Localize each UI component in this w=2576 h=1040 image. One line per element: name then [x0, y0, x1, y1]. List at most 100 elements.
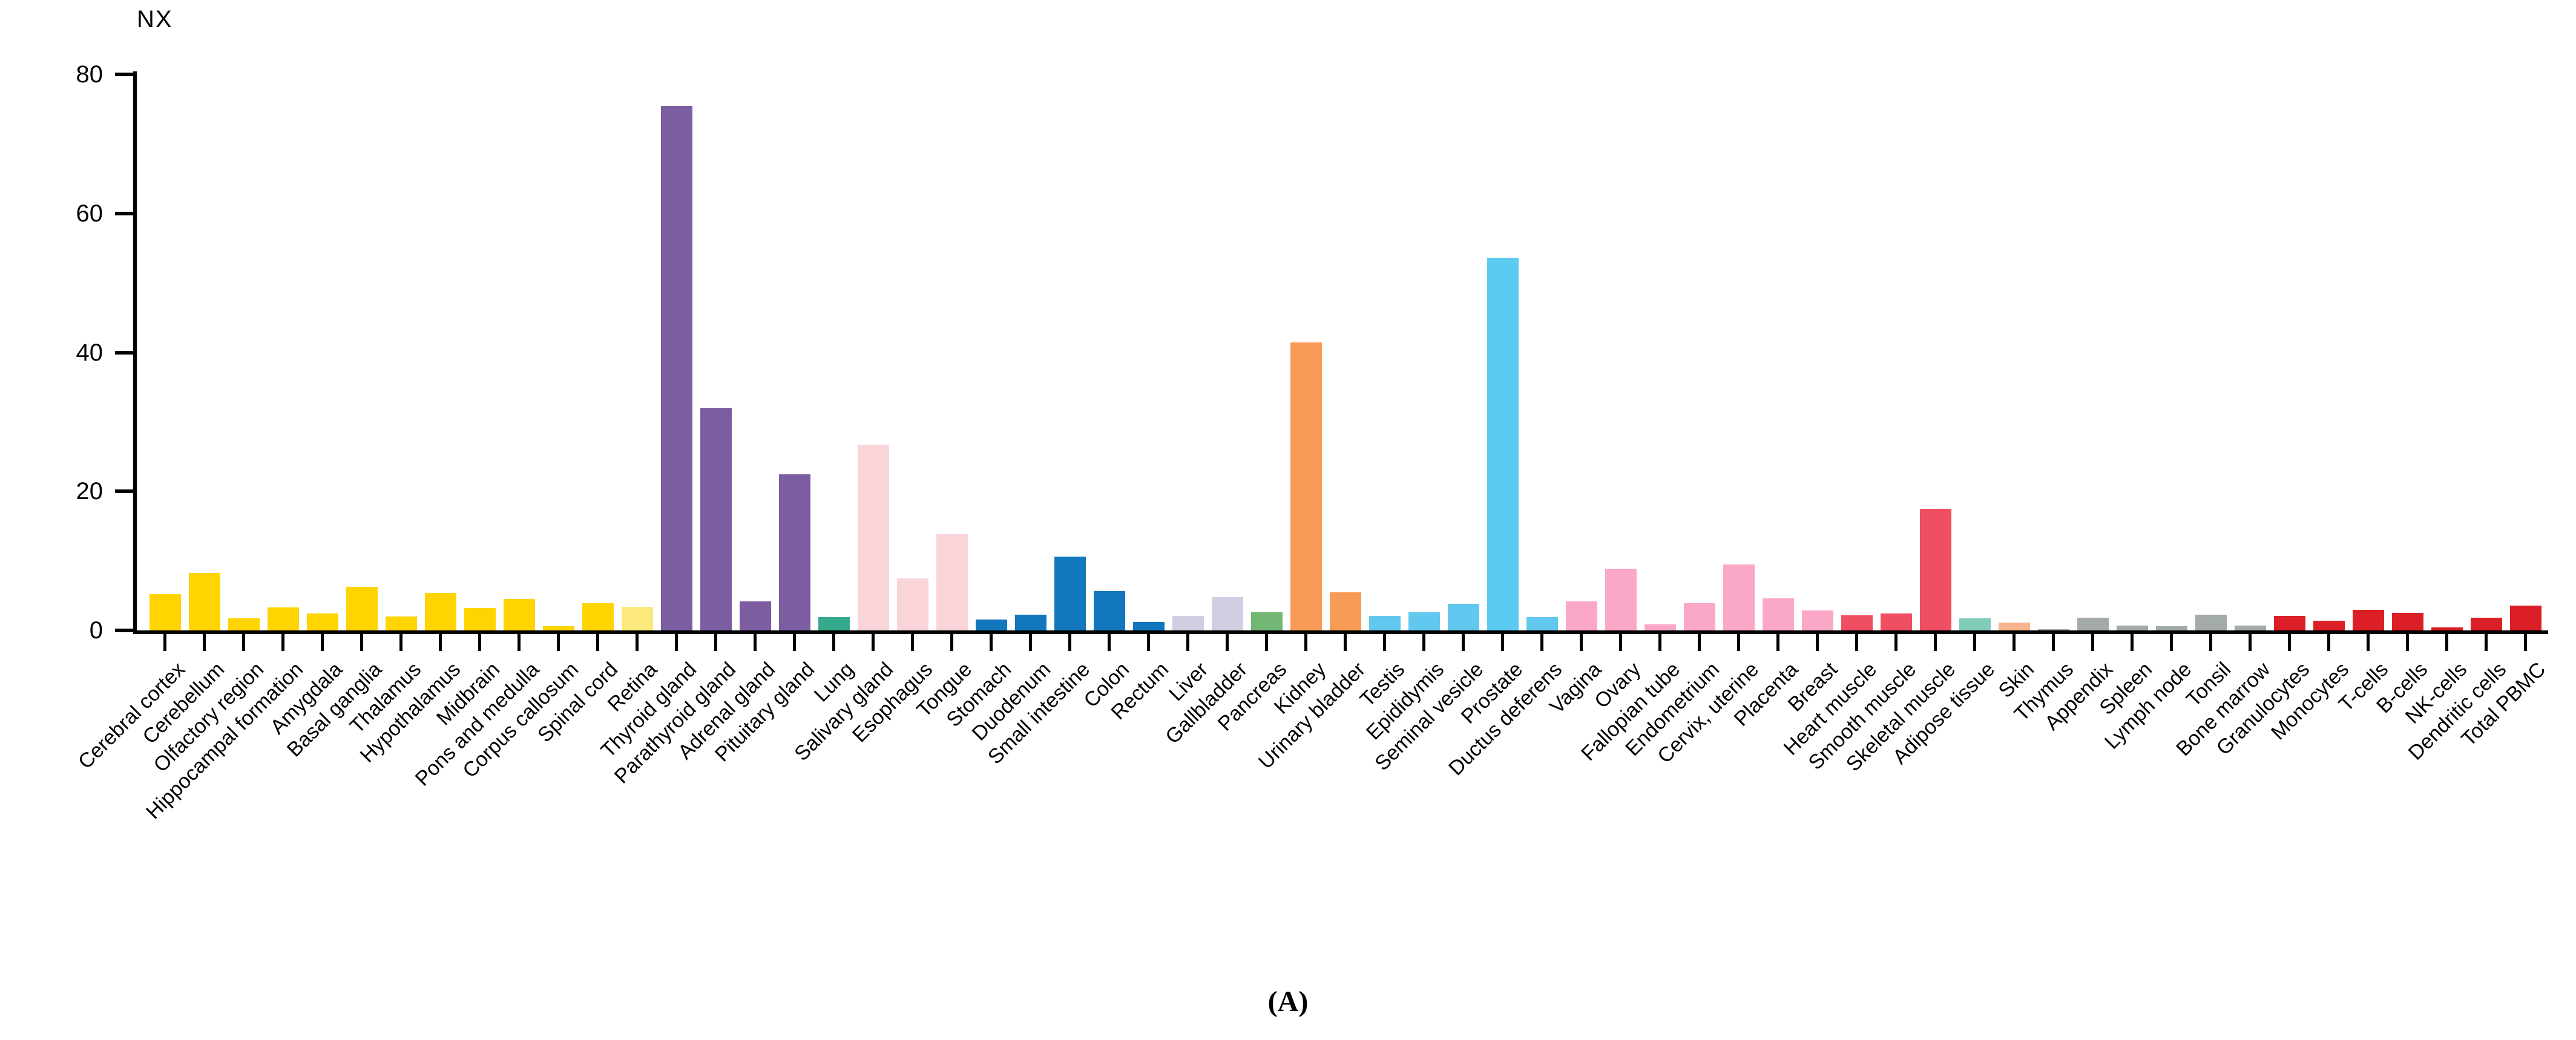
bar-monocytes [2313, 620, 2345, 630]
x-tick [1698, 634, 1701, 651]
x-tick [1383, 634, 1386, 651]
x-tick [1422, 634, 1425, 651]
x-tick [2445, 634, 2448, 651]
x-tick [1816, 634, 1819, 651]
x-tick [1934, 634, 1937, 651]
bar-midbrain [464, 608, 496, 630]
x-tick [203, 634, 206, 651]
bar-placenta [1762, 598, 1794, 630]
bar-bone-marrow [2234, 625, 2266, 630]
bar-salivary-gland [857, 445, 889, 630]
bar-smooth-muscle [1880, 613, 1912, 630]
bar-cerebellum [188, 572, 220, 630]
panel-label: (A) [1267, 986, 1309, 1018]
x-tick [675, 634, 678, 651]
x-tick [636, 634, 639, 651]
x-tick [478, 634, 481, 651]
bar-pancreas [1250, 612, 1283, 630]
x-tick [1068, 634, 1071, 651]
x-tick [242, 634, 245, 651]
x-tick [1973, 634, 1976, 651]
x-axis-line [133, 630, 2548, 634]
y-axis-title: NX [137, 6, 173, 33]
y-tick-label-20: 20 [76, 478, 104, 505]
x-tick [360, 634, 363, 651]
y-tick-label-40: 40 [76, 339, 104, 366]
x-tick [2131, 634, 2134, 651]
y-tick-20 [115, 489, 135, 494]
bar-parathyroid-gland [700, 408, 732, 630]
x-tick [911, 634, 914, 651]
bar-duodenum [1014, 614, 1046, 630]
x-tick [872, 634, 875, 651]
x-tick [2091, 634, 2094, 651]
bar-urinary-bladder [1329, 592, 1361, 630]
x-tick [793, 634, 796, 651]
x-tick [2367, 634, 2370, 651]
x-tick [1894, 634, 1898, 651]
bar-breast [1801, 610, 1833, 630]
x-tick [1658, 634, 1661, 651]
bar-dendritic-cells [2470, 618, 2502, 630]
x-tick [281, 634, 284, 651]
bar-endometrium [1683, 603, 1715, 630]
x-tick [832, 634, 835, 651]
bar-hypothalamus [424, 592, 456, 630]
bar-tongue [936, 534, 968, 630]
x-tick [950, 634, 953, 651]
x-tick [321, 634, 324, 651]
x-tick [1776, 634, 1779, 651]
bar-prostate [1487, 258, 1519, 630]
bar-lymph-node [2155, 626, 2187, 630]
bar-kidney [1290, 342, 1322, 630]
x-tick [399, 634, 402, 651]
x-tick [714, 634, 717, 651]
bar-ductus-deferens [1526, 617, 1558, 630]
y-tick-label-60: 60 [76, 200, 104, 227]
bar-olfactory-region [228, 618, 260, 630]
bar-corpus-callosum [542, 626, 574, 630]
bar-heart-muscle [1841, 615, 1873, 630]
x-tick [1304, 634, 1307, 651]
bar-amygdala [306, 613, 338, 630]
y-tick-label-80: 80 [76, 61, 104, 88]
x-tick [754, 634, 757, 651]
x-tick [1855, 634, 1858, 651]
y-tick-80 [115, 73, 135, 76]
x-tick [2170, 634, 2173, 651]
bar-testis [1368, 615, 1401, 630]
bar-hippocampal-formation [267, 607, 299, 630]
bar-appendix [2077, 618, 2109, 630]
bar-lung [818, 617, 850, 630]
bar-gallbladder [1211, 597, 1243, 630]
x-tick [2327, 634, 2330, 651]
bar-b-cells [2391, 613, 2423, 630]
x-tick [1186, 634, 1189, 651]
x-tick [557, 634, 560, 651]
bar-cerebral-cortex [149, 594, 181, 630]
x-tick [2524, 634, 2527, 651]
x-tick [2406, 634, 2409, 651]
x-tick [2012, 634, 2016, 651]
x-tick [1462, 634, 1465, 651]
bar-ovary [1605, 568, 1637, 630]
y-tick-label-0: 0 [89, 617, 103, 644]
bar-fallopian-tube [1644, 624, 1676, 630]
x-tick [1580, 634, 1583, 651]
bar-colon [1093, 590, 1125, 630]
bar-spinal-cord [582, 603, 614, 630]
bar-adrenal-gland [739, 601, 771, 630]
bar-pons-and-medulla [503, 599, 535, 630]
x-tick [1029, 634, 1032, 651]
x-tick [1226, 634, 1229, 651]
x-tick [2249, 634, 2252, 651]
bar-cervix-uterine [1723, 564, 1755, 630]
y-tick-40 [115, 350, 135, 355]
bar-pituitary-gland [778, 474, 810, 630]
bar-t-cells [2352, 609, 2384, 630]
x-tick [2288, 634, 2291, 651]
bar-esophagus [896, 578, 928, 630]
x-tick [1147, 634, 1150, 651]
bar-retina [621, 606, 653, 630]
